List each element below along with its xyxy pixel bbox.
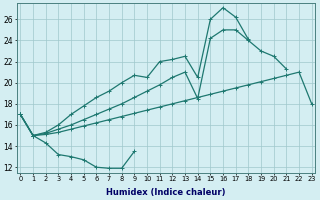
X-axis label: Humidex (Indice chaleur): Humidex (Indice chaleur) [106, 188, 226, 197]
